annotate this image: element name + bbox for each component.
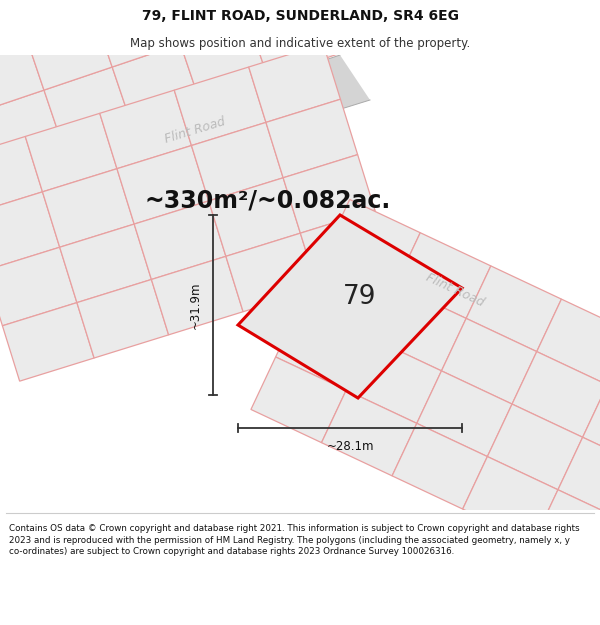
Polygon shape [181, 21, 268, 101]
Polygon shape [0, 55, 370, 215]
Polygon shape [174, 67, 266, 146]
Polygon shape [301, 252, 395, 338]
Polygon shape [44, 67, 131, 147]
Polygon shape [238, 215, 462, 398]
Polygon shape [229, 0, 317, 21]
Polygon shape [512, 352, 600, 437]
Polygon shape [93, 0, 181, 67]
Text: ~330m²/~0.082ac.: ~330m²/~0.082ac. [145, 188, 391, 212]
Polygon shape [191, 122, 283, 201]
Polygon shape [417, 371, 512, 457]
Polygon shape [442, 318, 537, 404]
Polygon shape [226, 233, 317, 312]
Polygon shape [248, 0, 336, 78]
Text: ~28.1m: ~28.1m [326, 439, 374, 452]
Polygon shape [100, 90, 191, 169]
Text: ~31.9m: ~31.9m [188, 281, 202, 329]
Text: Contains OS data © Crown copyright and database right 2021. This information is : Contains OS data © Crown copyright and d… [9, 524, 580, 556]
Polygon shape [371, 285, 466, 371]
Polygon shape [0, 33, 44, 113]
Polygon shape [25, 10, 112, 90]
Polygon shape [346, 338, 442, 423]
Polygon shape [0, 192, 59, 271]
Text: Flint Road: Flint Road [424, 271, 486, 309]
Polygon shape [325, 199, 420, 285]
Polygon shape [487, 404, 583, 490]
Polygon shape [0, 248, 77, 326]
Polygon shape [301, 210, 392, 289]
Polygon shape [43, 169, 134, 248]
Polygon shape [558, 438, 600, 523]
Polygon shape [0, 0, 25, 56]
Polygon shape [322, 390, 417, 476]
Polygon shape [583, 385, 600, 471]
Polygon shape [2, 302, 94, 381]
Polygon shape [463, 457, 558, 542]
Polygon shape [25, 113, 117, 192]
Polygon shape [275, 304, 371, 390]
Polygon shape [533, 490, 600, 576]
Polygon shape [209, 177, 301, 256]
Text: Flint Road: Flint Road [163, 114, 227, 146]
Polygon shape [392, 423, 487, 509]
Polygon shape [59, 224, 151, 302]
Polygon shape [537, 299, 600, 385]
Polygon shape [77, 279, 169, 358]
Polygon shape [0, 55, 300, 130]
Polygon shape [320, 210, 595, 375]
Polygon shape [117, 146, 209, 224]
Polygon shape [20, 55, 300, 90]
Polygon shape [161, 0, 248, 44]
Polygon shape [0, 90, 63, 170]
Polygon shape [249, 44, 340, 122]
Text: Map shows position and indicative extent of the property.: Map shows position and indicative extent… [130, 38, 470, 51]
Polygon shape [317, 0, 404, 54]
Polygon shape [151, 256, 243, 335]
Polygon shape [251, 357, 346, 442]
Polygon shape [266, 99, 358, 178]
Polygon shape [0, 136, 43, 215]
Polygon shape [112, 44, 200, 124]
Polygon shape [74, 0, 161, 10]
Polygon shape [395, 232, 491, 318]
Polygon shape [134, 201, 226, 279]
Text: 79: 79 [343, 284, 376, 309]
Polygon shape [283, 154, 375, 233]
Text: 79, FLINT ROAD, SUNDERLAND, SR4 6EG: 79, FLINT ROAD, SUNDERLAND, SR4 6EG [142, 9, 458, 24]
Polygon shape [466, 266, 562, 352]
Polygon shape [5, 0, 93, 33]
